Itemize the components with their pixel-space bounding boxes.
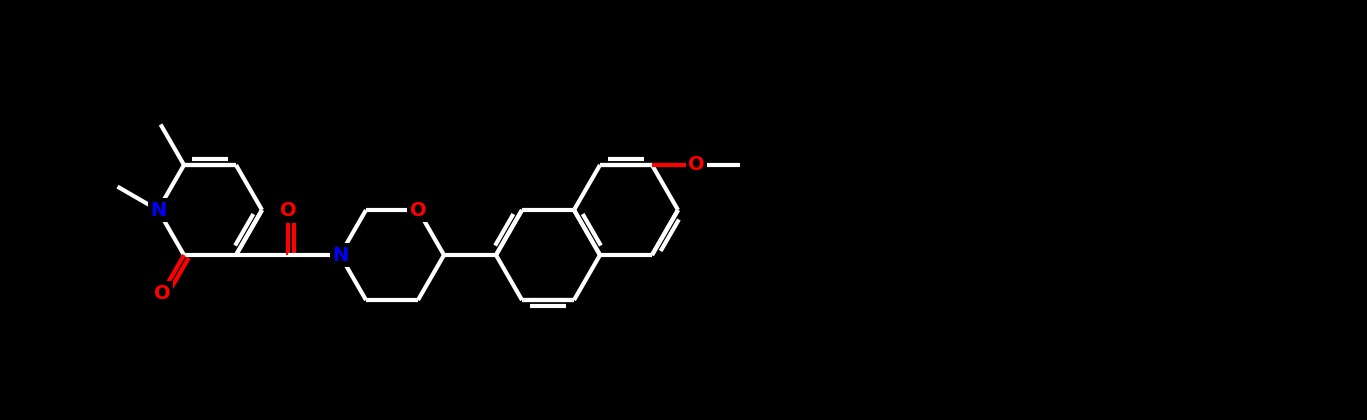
Text: O: O (688, 155, 704, 174)
Text: O: O (153, 284, 171, 303)
Text: N: N (332, 246, 349, 265)
Text: N: N (150, 200, 167, 220)
Text: O: O (280, 201, 297, 220)
Text: O: O (410, 200, 427, 220)
